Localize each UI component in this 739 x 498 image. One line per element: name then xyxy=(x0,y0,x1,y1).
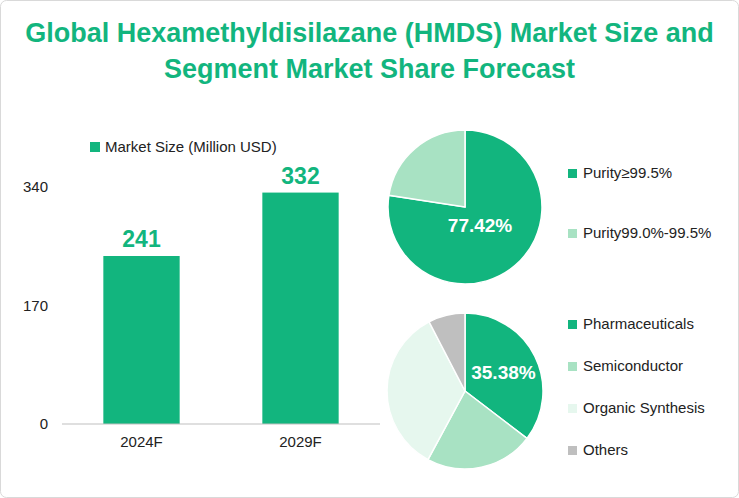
legend-label: Purity99.0%-99.5% xyxy=(583,224,711,241)
title: Global Hexamethyldisilazane (HMDS) Marke… xyxy=(25,18,714,84)
legend-swatch xyxy=(568,404,577,413)
pie-slice xyxy=(388,130,542,284)
pie xyxy=(388,130,542,284)
y-tick-label: 170 xyxy=(23,297,48,314)
legend-swatch xyxy=(568,362,577,371)
x-axis xyxy=(62,424,380,425)
pie-slice xyxy=(389,130,465,207)
frame xyxy=(1,1,739,498)
x-tick-label: 2029F xyxy=(279,433,322,450)
legend-swatch xyxy=(568,169,577,178)
data-label: 35.38% xyxy=(471,362,536,383)
x-tick-label: 2024F xyxy=(120,433,163,450)
y-tick-label: 0 xyxy=(40,415,48,432)
title-line: Segment Market Share Forecast xyxy=(164,54,575,84)
legend-label: Others xyxy=(583,441,628,458)
bar xyxy=(262,193,338,424)
pie-slice xyxy=(429,313,465,391)
chart-canvas: Global Hexamethyldisilazane (HMDS) Marke… xyxy=(0,0,739,498)
legend-label: Semiconductor xyxy=(583,357,683,374)
legend-swatch xyxy=(568,446,577,455)
legend-label: Market Size (Million USD) xyxy=(105,138,277,155)
legend-swatch xyxy=(90,142,100,152)
bar xyxy=(103,256,179,424)
legend-swatch xyxy=(568,320,577,329)
data-label: 332 xyxy=(281,163,319,189)
y-tick-label: 340 xyxy=(23,178,48,195)
data-label: 241 xyxy=(122,226,161,252)
legend-swatch xyxy=(568,229,577,238)
bars xyxy=(103,193,338,424)
pie xyxy=(387,313,543,469)
legend-label: Purity≥99.5% xyxy=(583,164,672,181)
title-line: Global Hexamethyldisilazane (HMDS) Marke… xyxy=(25,18,714,48)
legend-label: Organic Synthesis xyxy=(583,399,705,416)
legend-label: Pharmaceuticals xyxy=(583,315,694,332)
data-label: 77.42% xyxy=(448,215,513,236)
